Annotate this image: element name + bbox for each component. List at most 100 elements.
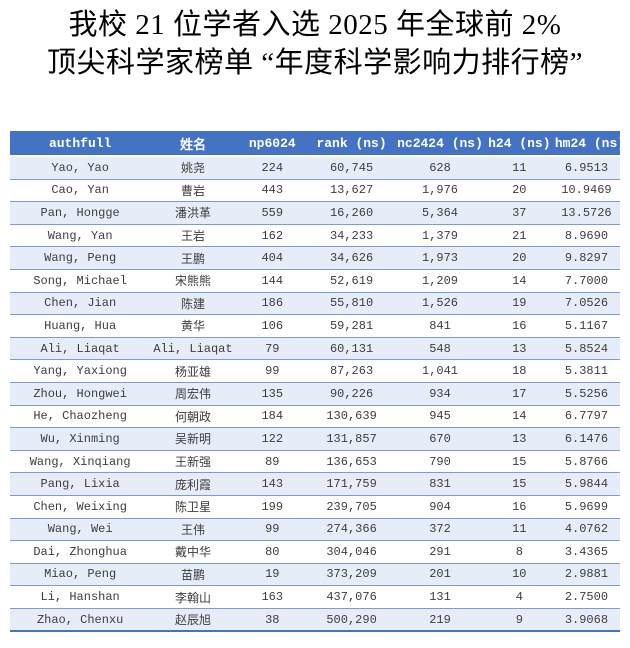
table-cell: 4	[485, 585, 553, 609]
table-cell: 135	[235, 382, 309, 406]
table-cell: 1,209	[394, 269, 486, 293]
table-cell: 548	[394, 337, 486, 361]
table-cell: 王岩	[150, 224, 236, 248]
table-cell: 239,705	[308, 495, 395, 519]
table-cell: 2.7500	[552, 585, 620, 609]
table-cell: 王鹏	[150, 246, 236, 270]
table-row: Pang, Lixia 庞利霞 143 171,759 831 15 5.9844	[10, 472, 620, 496]
table-cell: Huang, Hua	[10, 314, 151, 338]
table-cell: 60,745	[308, 156, 395, 180]
table-cell: 6.1476	[552, 427, 620, 451]
table-cell: 79	[235, 337, 309, 361]
table-cell: 13	[485, 337, 553, 361]
table-row: Chen, Jian 陈建 186 55,810 1,526 19 7.0526	[10, 292, 620, 316]
table-cell: 831	[394, 472, 486, 496]
table-row: Wang, Peng 王鹏 404 34,626 1,973 20 9.8297	[10, 246, 620, 270]
table-cell: 122	[235, 427, 309, 451]
table-cell: 20	[485, 246, 553, 270]
table-cell: 934	[394, 382, 486, 406]
table-row: Wu, Xinming 吴新明 122 131,857 670 13 6.1476	[10, 427, 620, 451]
table-cell: 443	[235, 179, 309, 203]
table-cell: 吴新明	[150, 427, 236, 451]
table-cell: 何朝政	[150, 405, 236, 429]
table-cell: 201	[394, 563, 486, 587]
table-cell: 18	[485, 359, 553, 383]
table-cell: 163	[235, 585, 309, 609]
table-cell: 5.8524	[552, 337, 620, 361]
table-row: Zhou, Hongwei 周宏伟 135 90,226 934 17 5.5256	[10, 382, 620, 406]
table-cell: 5.9844	[552, 472, 620, 496]
table-cell: 437,076	[308, 585, 395, 609]
table-header: authfull 姓名 np6024 rank (ns) nc2424 (ns) h24 …	[10, 131, 620, 157]
table-cell: 131	[394, 585, 486, 609]
table-cell: Song, Michael	[10, 269, 151, 293]
page-title-line1: 我校 21 位学者入选 2025 年全球前 2%	[68, 9, 562, 41]
table-cell: 11	[485, 156, 553, 180]
table-row: Li, Hanshan 李翰山 163 437,076 131 4 2.7500	[10, 585, 620, 609]
table-row: Huang, Hua 黄华 106 59,281 841 16 5.1167	[10, 314, 620, 338]
table-cell: 945	[394, 405, 486, 429]
table-cell: 373,209	[308, 563, 395, 587]
table-cell: 杨亚雄	[150, 359, 236, 383]
table-cell: 34,233	[308, 224, 395, 248]
table-cell: 90,226	[308, 382, 395, 406]
table-row: Yao, Yao 姚尧 224 60,745 628 11 6.9513	[10, 156, 620, 180]
scholars-table: authfull 姓名 np6024 rank (ns) nc2424 (ns) h24 …	[10, 131, 620, 633]
table-cell: Zhao, Chenxu	[10, 608, 151, 633]
column-header-4: nc2424 (ns)	[394, 131, 486, 157]
table-row: Zhao, Chenxu 赵辰旭 38 500,290 219 9 3.9068	[10, 608, 620, 633]
table-cell: 34,626	[308, 246, 395, 270]
table-cell: 131,857	[308, 427, 395, 451]
table-cell: 37	[485, 201, 553, 225]
table-cell: 144	[235, 269, 309, 293]
table-cell: 5,364	[394, 201, 486, 225]
table-cell: 19	[235, 563, 309, 587]
table-cell: Wang, Xinqiang	[10, 450, 151, 474]
column-header-0: authfull	[10, 131, 151, 157]
table-cell: Wang, Wei	[10, 518, 151, 542]
table-cell: 1,973	[394, 246, 486, 270]
table-cell: 赵辰旭	[150, 608, 236, 633]
table-cell: 16	[485, 495, 553, 519]
table-cell: 55,810	[308, 292, 395, 316]
table-cell: 136,653	[308, 450, 395, 474]
table-cell: 171,759	[308, 472, 395, 496]
table-cell: 5.5256	[552, 382, 620, 406]
table-cell: 苗鹏	[150, 563, 236, 587]
table-cell: 274,366	[308, 518, 395, 542]
table-cell: Wang, Peng	[10, 246, 151, 270]
table-cell: 6.7797	[552, 405, 620, 429]
table-cell: 1,976	[394, 179, 486, 203]
table-cell: 224	[235, 156, 309, 180]
table-cell: Pan, Hongge	[10, 201, 151, 225]
table-cell: 16,260	[308, 201, 395, 225]
table-cell: 陈建	[150, 292, 236, 316]
table-cell: 周宏伟	[150, 382, 236, 406]
table-cell: 19	[485, 292, 553, 316]
table-row: Wang, Wei 王伟 99 274,366 372 11 4.0762	[10, 518, 620, 542]
table-cell: 219	[394, 608, 486, 633]
table-cell: 黄华	[150, 314, 236, 338]
table-cell: Chen, Weixing	[10, 495, 151, 519]
table-cell: 14	[485, 405, 553, 429]
table-cell: 21	[485, 224, 553, 248]
table-cell: 4.0762	[552, 518, 620, 542]
table-cell: 3.9068	[552, 608, 620, 633]
table-cell: 143	[235, 472, 309, 496]
table-cell: 99	[235, 359, 309, 383]
table-cell: 1,041	[394, 359, 486, 383]
table-row: Chen, Weixing 陈卫星 199 239,705 904 16 5.9699	[10, 495, 620, 519]
column-header-3: rank (ns)	[308, 131, 395, 157]
table-cell: Dai, Zhonghua	[10, 540, 151, 564]
table-cell: 15	[485, 472, 553, 496]
table-cell: 7.0526	[552, 292, 620, 316]
table-cell: Wu, Xinming	[10, 427, 151, 451]
page-title: 我校 21 位学者入选 2025 年全球前 2% 顶尖科学家榜单 “年度科学影响…	[0, 0, 630, 82]
table-cell: 841	[394, 314, 486, 338]
table-cell: Pang, Lixia	[10, 472, 151, 496]
table-cell: 404	[235, 246, 309, 270]
table-cell: 姚尧	[150, 156, 236, 180]
table-cell: 14	[485, 269, 553, 293]
table-cell: Chen, Jian	[10, 292, 151, 316]
